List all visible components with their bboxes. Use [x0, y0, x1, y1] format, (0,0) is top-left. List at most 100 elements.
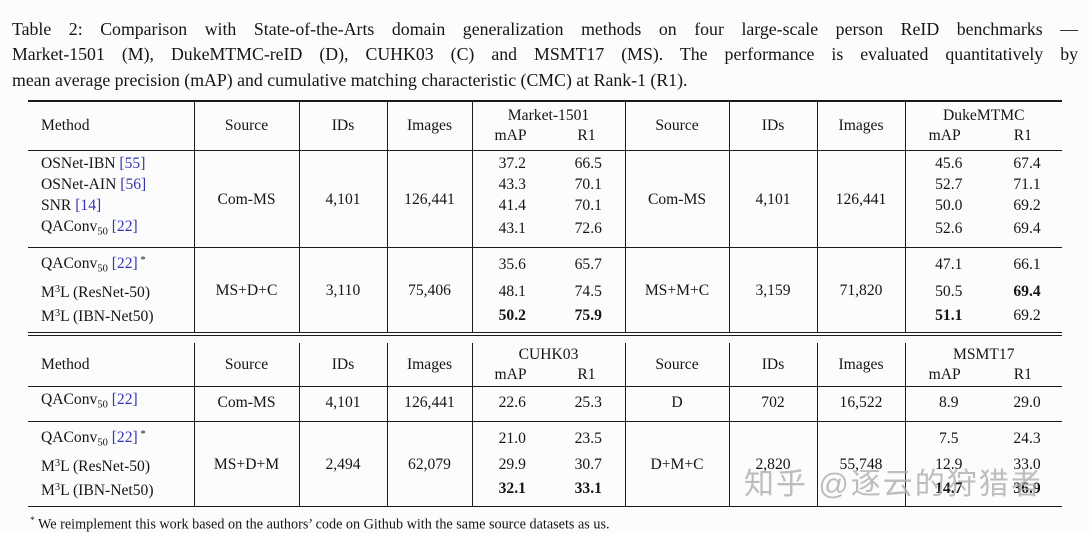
- metric-cell: 50.2: [498, 306, 526, 324]
- method-text: SNR: [41, 196, 76, 214]
- metric-cell: 22.6: [498, 394, 526, 412]
- map-header: mAP: [928, 365, 961, 383]
- method-text: QAConv: [41, 254, 98, 272]
- metric-cell: 43.3: [498, 176, 526, 194]
- table-row: QAConv50 [22] 43.1 72.6 52.6 69.4: [28, 216, 1062, 248]
- metric-cell: 71.1: [1013, 176, 1041, 194]
- method-text: M: [41, 284, 55, 302]
- map-header: mAP: [494, 127, 527, 145]
- citation-link[interactable]: [55]: [119, 155, 146, 173]
- column-header-ids-2: IDs: [729, 101, 818, 152]
- benchmark-group-header: Market-1501 mAP R1: [472, 101, 626, 152]
- source-cell: MS+D+M: [194, 420, 300, 507]
- benchmark-group-header: DukeMTMC mAP R1: [905, 101, 1063, 152]
- images-cell: 16,522: [817, 386, 906, 422]
- metric-cell: 7.5: [905, 420, 992, 454]
- source-cell: Com-MS: [194, 386, 300, 422]
- method-cell: QAConv50 [22]: [28, 216, 195, 248]
- upper-table-host: Method Source IDs Images Market-1501 mAP R1 Sou…: [28, 100, 1063, 332]
- table-row: M3L (ResNet-50) 48.1 74.5 50.5 69.4: [28, 280, 1062, 304]
- metric-cell: 69.2: [1013, 306, 1041, 324]
- citation-link[interactable]: [56]: [120, 176, 147, 194]
- column-header-ids: IDs: [299, 101, 388, 152]
- metric-cell: 36.9: [1013, 480, 1041, 498]
- metric-cell: 33.0: [1013, 456, 1041, 474]
- column-header-ids-2: IDs: [729, 343, 818, 388]
- images-cell: 126,441: [817, 150, 906, 248]
- method-cell: OSNet-AIN [56]: [28, 175, 195, 196]
- method-cell: M3L (ResNet-50): [28, 280, 195, 304]
- metric-cell: 69.4: [1013, 282, 1041, 300]
- column-header-ids: IDs: [299, 343, 388, 388]
- images-cell: 126,441: [387, 386, 473, 422]
- table-row: QAConv50 [22] * MS+D+M 2,494 62,079 21.0 23.5…: [28, 420, 1062, 507]
- metric-cell: 70.1: [552, 195, 626, 217]
- metric-cell: 23.5: [552, 420, 626, 454]
- ids-cell: 2,820: [729, 420, 818, 507]
- benchmark-name: CUHK03: [518, 345, 579, 363]
- source-cell: D+M+C: [625, 420, 730, 507]
- citation-link[interactable]: [22]: [111, 391, 138, 409]
- double-rule-divider: [28, 331, 1062, 337]
- metric-cell: 37.2: [498, 155, 526, 173]
- method-block: QAConv50 [22] * MS+D+C 3,110 75,406 35.6 65.7…: [28, 246, 1063, 332]
- metric-subheader: mAP R1: [473, 365, 625, 385]
- method-cell: QAConv50 [22] *: [28, 420, 195, 454]
- citation-link[interactable]: [22]: [111, 428, 138, 446]
- metric-cell: 45.6: [935, 155, 963, 173]
- metric-cell: 65.7: [552, 246, 626, 281]
- source-cell: MS+D+C: [194, 246, 300, 332]
- method-text: QAConv: [41, 428, 98, 446]
- metric-cell: 33.1: [552, 477, 626, 507]
- upper-table: Method Source IDs Images Market-1501 mAP R1 Sou…: [28, 100, 1063, 332]
- r1-header: R1: [1013, 127, 1032, 145]
- results-table-container: Method Source IDs Images Market-1501 mAP R1 Sou…: [28, 100, 1063, 507]
- method-text: QAConv: [41, 391, 98, 409]
- method-text: L (ResNet-50): [60, 284, 151, 302]
- column-header-method: Method: [28, 101, 195, 152]
- metric-cell: 51.1: [935, 306, 963, 324]
- metric-subheader: mAP R1: [906, 365, 1063, 385]
- ids-cell: 702: [729, 386, 818, 422]
- method-block: QAConv50 [22] * MS+D+M 2,494 62,079 21.0 23.5…: [28, 420, 1062, 507]
- method-text: M: [41, 481, 55, 499]
- metric-cell: 29.9: [498, 456, 526, 474]
- metric-cell: 52.6: [935, 220, 963, 238]
- metric-cell: 43.1: [498, 220, 526, 238]
- citation-link[interactable]: [14]: [75, 196, 102, 214]
- method-text: L (IBN-Net50): [60, 308, 154, 325]
- metric-cell: 50.5: [935, 282, 963, 300]
- citation-link[interactable]: [22]: [111, 254, 138, 272]
- ids-cell: 3,110: [299, 246, 388, 332]
- table-row: M3L (IBN-Net50) 50.2 75.9 51.1 69.2: [28, 304, 1062, 332]
- table-row: M3L (IBN-Net50) 32.1 33.1 14.7 36.9: [28, 477, 1062, 507]
- images-cell: 75,406: [387, 246, 473, 332]
- column-header-source: Source: [194, 343, 300, 388]
- metric-cell: 66.1: [992, 246, 1063, 281]
- method-cell: QAConv50 [22] *: [28, 246, 195, 281]
- method-text: OSNet-AIN: [41, 176, 121, 194]
- r1-header: R1: [577, 365, 596, 383]
- benchmark-name: DukeMTMC: [943, 107, 1025, 125]
- footnote-text: We reimplement this work based on the au…: [38, 516, 610, 533]
- method-cell: QAConv50 [22]: [28, 386, 195, 422]
- method-text: *: [137, 254, 146, 266]
- benchmark-group-header: MSMT17 mAP R1: [905, 343, 1063, 388]
- method-text: M: [41, 308, 55, 325]
- column-header-images: Images: [387, 343, 473, 388]
- footnote-marker: *: [30, 515, 35, 526]
- ids-cell: 4,101: [299, 386, 388, 422]
- method-cell: SNR [14]: [28, 195, 195, 217]
- metric-cell: 50.0: [935, 196, 963, 214]
- metric-cell: 41.4: [498, 196, 526, 214]
- watermark: 知乎 @逐云的狩猎者: [744, 468, 1043, 501]
- header-row: Method Source IDs Images Market-1501 mAP R1 Sou…: [28, 101, 1063, 152]
- method-cell: M3L (IBN-Net50): [28, 477, 195, 507]
- citation-link[interactable]: [22]: [111, 217, 138, 235]
- method-text: M: [41, 457, 55, 475]
- method-cell: M3L (IBN-Net50): [28, 304, 195, 332]
- column-header-images-2: Images: [817, 101, 906, 152]
- method-text: 3: [54, 457, 61, 469]
- ids-cell: 4,101: [299, 150, 388, 248]
- metric-cell: 70.1: [552, 175, 626, 196]
